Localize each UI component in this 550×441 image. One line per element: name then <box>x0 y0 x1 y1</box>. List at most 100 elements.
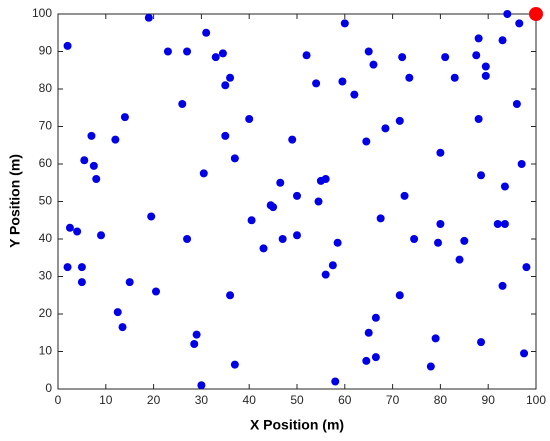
data-point <box>362 356 371 365</box>
data-point <box>63 263 72 272</box>
data-point <box>65 223 74 232</box>
data-point <box>498 281 507 290</box>
data-point <box>331 377 340 386</box>
x-tick-label: 100 <box>526 393 546 407</box>
data-point <box>338 77 347 86</box>
data-point <box>276 178 285 187</box>
y-tick-label: 90 <box>39 44 53 58</box>
data-point <box>398 53 407 62</box>
data-point <box>63 41 72 50</box>
data-point <box>364 47 373 56</box>
data-point <box>477 338 486 347</box>
data-point <box>125 278 134 287</box>
data-point <box>288 135 297 144</box>
data-point <box>512 100 521 108</box>
data-point <box>120 113 129 122</box>
data-point <box>436 220 445 228</box>
data-point <box>118 323 127 332</box>
data-point <box>259 244 268 253</box>
data-point <box>97 231 106 240</box>
data-point <box>151 287 160 296</box>
data-point <box>400 191 409 200</box>
data-point <box>230 360 239 369</box>
x-tick-label: 20 <box>147 393 161 407</box>
data-point <box>226 73 235 82</box>
x-tick-label: 90 <box>482 393 496 407</box>
data-point <box>395 291 404 300</box>
y-tick-label: 20 <box>39 306 53 320</box>
data-point <box>202 28 211 37</box>
y-tick-label: 70 <box>39 119 53 133</box>
data-point <box>522 263 531 272</box>
data-point <box>113 308 122 317</box>
x-tick-label: 40 <box>243 393 257 407</box>
data-point <box>364 328 373 337</box>
x-tick-label: 70 <box>386 393 400 407</box>
data-point <box>503 10 512 18</box>
data-point <box>517 160 526 168</box>
data-point <box>80 156 89 165</box>
x-tick-label: 50 <box>290 393 304 407</box>
data-point <box>211 53 220 62</box>
data-point <box>321 270 330 279</box>
plot-frame <box>57 13 537 390</box>
data-point <box>73 227 82 236</box>
y-tick-label: 10 <box>39 344 53 358</box>
data-point <box>328 261 337 270</box>
data-point <box>269 203 278 212</box>
y-axis-label: Y Position (m) <box>7 154 23 248</box>
data-point <box>455 255 464 264</box>
y-tick-label: 50 <box>39 194 53 208</box>
x-tick-label: 80 <box>434 393 448 407</box>
data-point <box>500 182 509 191</box>
data-point <box>144 13 153 22</box>
data-point <box>434 238 443 247</box>
data-point <box>314 197 323 206</box>
data-point <box>450 73 459 82</box>
data-point <box>147 212 156 221</box>
data-point <box>163 47 172 56</box>
data-point <box>183 235 192 243</box>
y-tick-label: 40 <box>39 231 53 245</box>
data-point <box>498 36 507 45</box>
data-point <box>529 7 543 21</box>
data-point <box>441 53 450 62</box>
data-point <box>481 71 490 80</box>
data-point <box>472 51 481 60</box>
data-point <box>197 381 206 390</box>
x-tick-label: 0 <box>55 393 62 407</box>
data-point <box>477 171 486 180</box>
data-point <box>278 235 287 243</box>
data-point <box>474 34 483 43</box>
data-point <box>340 19 349 28</box>
data-point <box>77 278 86 287</box>
data-point <box>410 235 419 243</box>
data-point <box>87 131 96 140</box>
x-axis-label: X Position (m) <box>250 417 344 433</box>
data-point <box>520 349 529 358</box>
data-point <box>474 115 483 123</box>
data-point <box>293 231 301 240</box>
data-point <box>426 362 435 371</box>
data-point <box>371 313 380 322</box>
data-point <box>218 49 227 58</box>
data-point <box>460 236 469 245</box>
data-point <box>350 90 359 99</box>
data-point <box>321 175 330 183</box>
data-point <box>192 330 201 339</box>
y-tick-label: 60 <box>39 156 53 170</box>
data-point <box>369 60 378 69</box>
data-point <box>436 148 445 157</box>
data-point <box>302 51 311 60</box>
data-point <box>226 291 235 300</box>
data-point <box>362 137 371 146</box>
data-point <box>111 135 120 144</box>
data-point <box>199 169 208 178</box>
data-point <box>221 81 230 90</box>
y-tick-label: 80 <box>39 81 53 95</box>
data-point <box>481 62 490 71</box>
data-point <box>431 334 440 343</box>
x-tick-label: 30 <box>195 393 209 407</box>
y-tick-label: 30 <box>39 269 53 283</box>
